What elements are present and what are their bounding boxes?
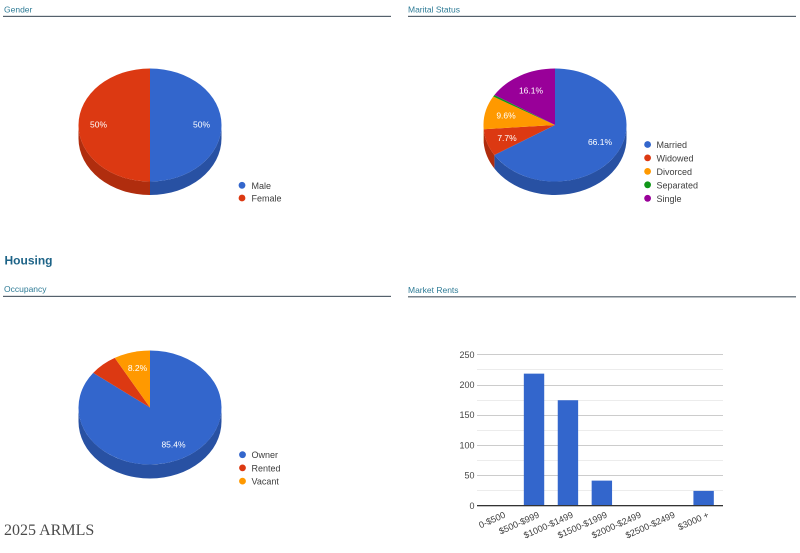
svg-text:9.6%: 9.6% [496,111,516,121]
svg-text:Rented: Rented [252,463,281,473]
svg-text:Male: Male [252,181,272,191]
svg-text:Owner: Owner [252,450,279,460]
svg-text:250: 250 [459,350,474,360]
svg-text:Vacant: Vacant [252,477,280,487]
svg-text:50%: 50% [193,120,210,130]
svg-text:85.4%: 85.4% [161,440,186,450]
svg-text:100: 100 [459,440,474,450]
svg-text:Occupancy: Occupancy [4,284,47,294]
svg-text:Marital Status: Marital Status [408,5,460,15]
svg-text:Divorced: Divorced [657,167,693,177]
svg-text:200: 200 [459,380,474,390]
svg-text:$3000 +: $3000 + [676,510,710,532]
svg-text:Female: Female [252,194,282,204]
svg-text:Married: Married [657,140,688,150]
svg-text:8.2%: 8.2% [128,363,148,373]
svg-text:Housing: Housing [5,254,53,268]
svg-text:7.7%: 7.7% [497,133,517,143]
svg-text:Separated: Separated [657,180,699,190]
svg-text:0: 0 [469,501,474,511]
svg-text:Gender: Gender [4,5,33,15]
svg-text:50: 50 [464,471,474,481]
svg-text:Single: Single [657,194,682,204]
svg-text:Market Rents: Market Rents [408,285,459,295]
svg-text:16.1%: 16.1% [519,86,544,96]
svg-text:2025 ARMLS: 2025 ARMLS [4,522,94,539]
svg-text:50%: 50% [90,120,107,130]
svg-text:Widowed: Widowed [657,153,694,163]
svg-text:150: 150 [459,410,474,420]
svg-text:66.1%: 66.1% [588,137,613,147]
